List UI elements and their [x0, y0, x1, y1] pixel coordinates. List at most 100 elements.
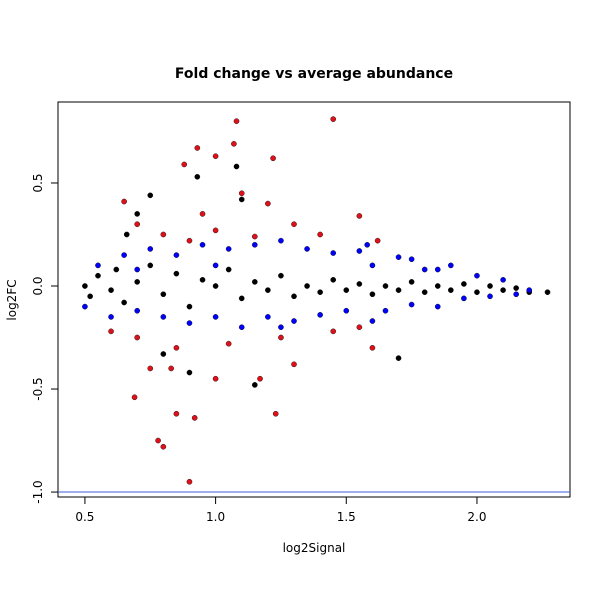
point — [238, 196, 245, 203]
point — [364, 241, 370, 248]
point — [291, 293, 297, 300]
point — [421, 289, 428, 295]
point — [278, 237, 284, 244]
point — [408, 279, 415, 285]
point — [330, 116, 337, 122]
point — [134, 279, 140, 285]
point — [199, 211, 206, 217]
point — [238, 295, 245, 302]
point — [278, 334, 284, 341]
point — [291, 318, 297, 324]
point — [317, 231, 323, 238]
point — [212, 227, 219, 234]
point — [408, 256, 415, 263]
point — [330, 328, 337, 335]
point — [252, 279, 258, 285]
point — [113, 266, 120, 273]
point — [304, 246, 310, 252]
point — [356, 213, 363, 219]
point — [252, 233, 258, 240]
point — [461, 281, 467, 287]
point — [374, 237, 381, 244]
point — [421, 266, 428, 273]
point — [181, 161, 188, 168]
point — [487, 293, 493, 300]
point — [108, 287, 114, 293]
y-tick-label: -1.0 — [31, 480, 45, 503]
point — [121, 252, 127, 258]
point — [131, 394, 138, 401]
point — [108, 314, 114, 320]
point — [434, 303, 441, 310]
point — [356, 248, 363, 254]
x-axis-label: log2Signal — [283, 541, 346, 555]
point — [160, 351, 167, 357]
point — [330, 250, 337, 256]
point — [272, 410, 279, 417]
point — [356, 324, 363, 331]
point — [448, 287, 454, 293]
point — [212, 262, 219, 269]
point — [434, 266, 441, 273]
point — [369, 345, 376, 351]
point — [434, 283, 441, 289]
point — [121, 299, 127, 306]
point — [160, 443, 167, 450]
point — [257, 375, 263, 382]
point — [147, 262, 154, 269]
y-tick-label: 0.5 — [31, 173, 45, 192]
point — [395, 254, 402, 260]
point — [186, 478, 193, 485]
point — [212, 283, 219, 289]
point — [173, 252, 180, 258]
point — [369, 291, 376, 298]
point — [134, 211, 140, 217]
point — [270, 155, 276, 162]
point — [95, 262, 101, 269]
point — [278, 272, 284, 279]
point — [194, 145, 201, 151]
x-tick-label: 2.0 — [467, 510, 486, 524]
point — [265, 287, 271, 293]
point — [461, 295, 467, 302]
point — [225, 340, 232, 347]
point — [382, 283, 389, 289]
point — [194, 173, 201, 180]
point — [191, 415, 198, 421]
point — [238, 190, 245, 197]
point — [95, 272, 101, 279]
point — [134, 266, 140, 273]
point — [474, 272, 480, 279]
point — [526, 287, 533, 293]
point — [369, 262, 376, 269]
point — [233, 118, 240, 124]
point — [173, 345, 180, 351]
y-tick-label: -0.5 — [31, 377, 45, 400]
point — [173, 270, 180, 277]
point — [233, 163, 240, 170]
point — [304, 283, 310, 289]
plot-frame — [57, 101, 571, 498]
point — [231, 141, 237, 147]
point — [186, 303, 193, 310]
point — [356, 281, 363, 287]
point — [147, 246, 154, 252]
point — [82, 303, 88, 310]
chart-title: Fold change vs average abundance — [175, 66, 453, 82]
point — [500, 277, 506, 283]
point — [225, 266, 232, 273]
point — [186, 369, 193, 376]
point — [160, 231, 167, 238]
point — [291, 221, 297, 227]
point — [238, 324, 245, 331]
point — [343, 287, 350, 293]
point — [252, 241, 258, 248]
point — [212, 153, 219, 159]
point — [108, 328, 114, 335]
point — [474, 289, 480, 295]
point — [123, 231, 130, 238]
point — [487, 283, 493, 289]
point — [134, 307, 140, 314]
